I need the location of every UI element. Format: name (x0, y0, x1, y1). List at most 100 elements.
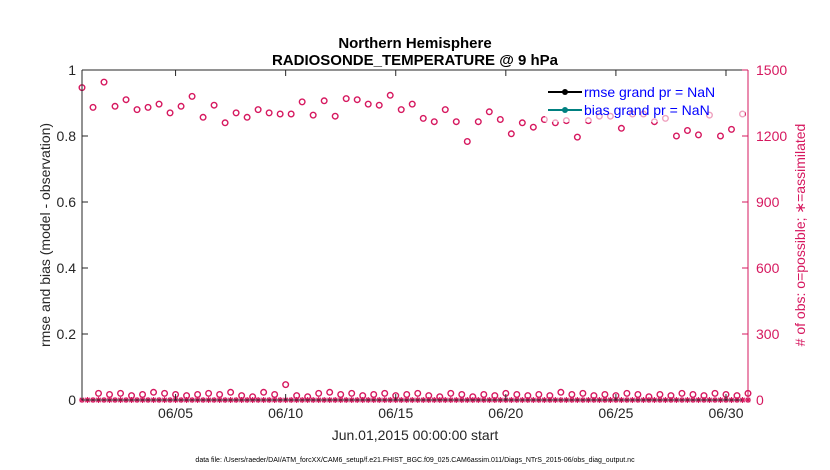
x-tick-label: 06/15 (378, 405, 413, 421)
y-left-tick-label: 0.2 (57, 326, 77, 342)
possible-obs-point (298, 98, 306, 106)
possible-obs-point (518, 119, 526, 127)
plot-area (82, 70, 748, 400)
possible-obs-point (342, 95, 350, 103)
possible-obs-point (430, 118, 438, 126)
possible-obs-point (474, 118, 482, 126)
y-left-tick-label: 1 (68, 62, 76, 78)
possible-obs-point (667, 392, 675, 400)
possible-obs-point (524, 392, 532, 400)
legend-label-rmse: rmse grand pr = NaN (584, 84, 715, 100)
possible-obs-point (155, 100, 163, 108)
possible-obs-point (111, 102, 119, 110)
possible-obs-point (425, 392, 433, 400)
possible-obs-point (480, 391, 488, 399)
possible-obs-point (287, 110, 295, 118)
possible-obs-point (381, 389, 389, 397)
possible-obs-point (95, 389, 103, 397)
data-file-footer: data file: /Users/raeder/DAI/ATM_forcXX/… (195, 457, 635, 464)
possible-obs-point (397, 106, 405, 114)
possible-obs-point (403, 391, 411, 399)
possible-obs-point (199, 113, 207, 121)
left-axis-ticks: 0 0.2 0.4 0.6 0.8 1 (57, 62, 88, 408)
possible-obs-point (144, 103, 152, 111)
possible-obs-point (579, 389, 587, 397)
possible-obs-point (150, 388, 158, 396)
possible-obs-point (546, 392, 554, 400)
possible-obs-point (254, 106, 262, 114)
possible-obs-point (205, 389, 213, 397)
possible-obs-point (491, 392, 499, 400)
legend-marker-rmse (562, 89, 568, 95)
possible-obs-point (293, 392, 301, 400)
possible-obs-point (243, 113, 251, 121)
possible-obs-point (529, 123, 537, 131)
possible-obs-point (188, 92, 196, 100)
possible-obs-point (232, 109, 240, 117)
possible-obs-point (337, 391, 345, 399)
right-axis-label: # of obs: o=possible; ∗=assimilated (792, 124, 808, 347)
possible-obs-point (282, 381, 290, 389)
chart-title: Northern Hemisphere (338, 35, 491, 52)
possible-obs-point (276, 110, 284, 118)
y-right-tick-label: 1500 (756, 62, 787, 78)
possible-obs-point (238, 392, 246, 400)
possible-obs-point (260, 388, 268, 396)
possible-obs-point (733, 392, 741, 400)
possible-obs-point (683, 126, 691, 134)
x-tick-label: 06/10 (268, 405, 303, 421)
y-right-tick-label: 900 (756, 194, 780, 210)
possible-obs-point (656, 391, 664, 399)
x-tick-label: 06/05 (158, 405, 193, 421)
y-right-tick-label: 300 (756, 326, 780, 342)
possible-obs-point (194, 391, 202, 399)
possible-obs-point (617, 124, 625, 132)
possible-obs-point (89, 103, 97, 111)
possible-obs-point (507, 130, 515, 138)
possible-obs-point (441, 106, 449, 114)
possible-obs-point (221, 119, 229, 127)
possible-obs-point (716, 132, 724, 140)
y-left-tick-label: 0 (68, 392, 76, 408)
legend-marker-bias (562, 107, 568, 113)
possible-obs-point (601, 391, 609, 399)
possible-obs-point (122, 96, 130, 104)
possible-obs-point (463, 137, 471, 145)
x-axis-label: Jun.01,2015 00:00:00 start (332, 427, 499, 443)
possible-obs-point (370, 391, 378, 399)
x-tick-label: 06/30 (708, 405, 743, 421)
possible-obs-point (106, 391, 114, 399)
possible-obs-point (309, 111, 317, 119)
possible-obs-point (353, 96, 361, 104)
possible-obs-point (408, 100, 416, 108)
possible-obs-point (557, 388, 565, 396)
y-left-tick-label: 0.6 (57, 194, 77, 210)
possible-obs-point (414, 389, 422, 397)
possible-obs-point (375, 101, 383, 109)
possible-obs-point (700, 392, 708, 400)
possible-obs-point (271, 391, 279, 399)
legend-label-bias: bias grand pr = NaN (584, 102, 710, 118)
possible-obs-point (485, 108, 493, 116)
possible-obs-point (711, 389, 719, 397)
possible-obs-point (117, 389, 125, 397)
possible-obs-point (359, 392, 367, 400)
left-axis-label: rmse and bias (model - observation) (37, 123, 53, 347)
possible-obs-point (678, 389, 686, 397)
possible-obs-point (139, 391, 147, 399)
possible-obs-point (535, 391, 543, 399)
y-right-tick-label: 0 (756, 392, 764, 408)
possible-obs-point (331, 112, 339, 120)
y-right-tick-label: 600 (756, 260, 780, 276)
possible-obs-point (458, 391, 466, 399)
possible-obs-point (573, 133, 581, 141)
possible-obs-point (315, 389, 323, 397)
possible-obs-point (694, 131, 702, 139)
possible-obs-point (386, 91, 394, 99)
possible-obs-point (689, 391, 697, 399)
possible-obs-point (623, 389, 631, 397)
y-left-tick-label: 0.8 (57, 128, 77, 144)
possible-obs-point (348, 389, 356, 397)
y-right-tick-label: 1200 (756, 128, 787, 144)
